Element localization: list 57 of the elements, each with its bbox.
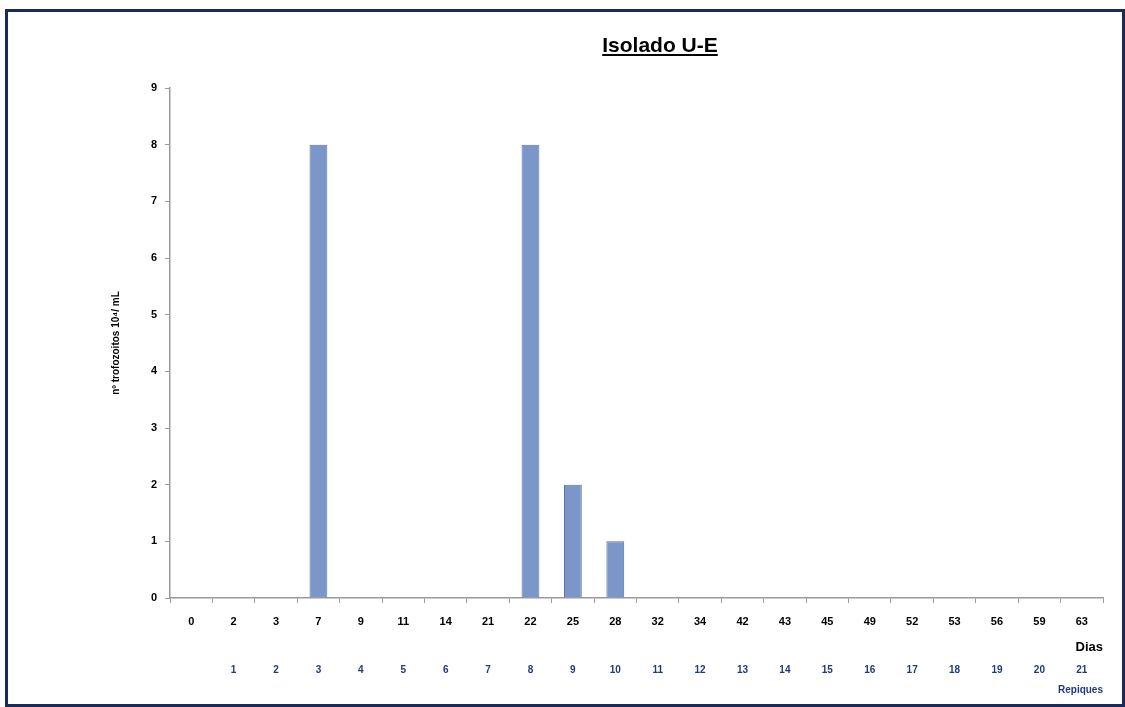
x-tick-label: 14 xyxy=(439,614,453,627)
y-tick-label: 5 xyxy=(150,307,157,320)
x-tick-label: 63 xyxy=(1075,614,1088,627)
x2-tick-label: 9 xyxy=(570,663,577,675)
x-tick-label: 2 xyxy=(230,614,237,627)
x-tick-label: 59 xyxy=(1033,614,1046,627)
x-tick-label: 21 xyxy=(481,614,495,627)
x2-tick-label: 20 xyxy=(1033,663,1046,675)
x-tick-label: 0 xyxy=(188,614,195,627)
x-tick-label: 52 xyxy=(906,614,919,627)
x-tick-label: 22 xyxy=(524,614,537,627)
x-tick-label: 53 xyxy=(948,614,961,627)
x2-tick-label: 5 xyxy=(400,663,407,675)
y-tick-label: 0 xyxy=(150,591,157,604)
x2-tick-label: 6 xyxy=(442,663,449,675)
y-tick-label: 1 xyxy=(150,534,157,547)
y-tick-label: 7 xyxy=(150,194,157,207)
x-tick-label: 25 xyxy=(566,614,580,627)
x-tick-label: 49 xyxy=(863,614,876,627)
x2-tick-label: 21 xyxy=(1076,663,1088,675)
y-tick-label: 3 xyxy=(150,421,157,434)
x2-tick-label: 2 xyxy=(273,663,280,675)
x2-tick-label: 14 xyxy=(779,663,791,675)
x2-tick-label: 15 xyxy=(821,663,834,675)
x-tick-label: 42 xyxy=(736,614,749,627)
x2-tick-label: 4 xyxy=(358,663,365,675)
x-tick-label: 28 xyxy=(609,614,622,627)
x2-tick-label: 8 xyxy=(527,663,534,675)
x-tick-label: 9 xyxy=(357,614,364,627)
x2-tick-label: 1 xyxy=(230,663,237,675)
x-tick-label: 34 xyxy=(693,614,708,627)
x-tick-label: 56 xyxy=(990,614,1004,627)
x2-tick-label: 16 xyxy=(864,663,876,675)
x2-tick-label: 11 xyxy=(652,663,664,675)
x-tick-label: 32 xyxy=(651,614,664,627)
y-tick-label: 2 xyxy=(150,477,157,490)
x-tick-label: 43 xyxy=(778,614,792,627)
x2-tick-label: 3 xyxy=(315,663,322,675)
x2-tick-label: 10 xyxy=(609,663,622,675)
chart-title: Isolado U-E xyxy=(602,33,718,56)
x-tick-label: 3 xyxy=(272,614,280,627)
y-tick-label: 4 xyxy=(150,364,158,377)
x2-tick-label: 12 xyxy=(694,663,707,675)
x-tick-label: 45 xyxy=(821,614,834,627)
x-axis-title: Dias xyxy=(1075,638,1103,654)
x2-tick-label: 19 xyxy=(991,663,1003,675)
x-tick-label: 11 xyxy=(397,614,410,627)
y-axis-title: nº trofozoitos 10⁴/ mL xyxy=(109,291,121,395)
x2-tick-label: 17 xyxy=(906,663,919,675)
y-tick-label: 6 xyxy=(150,251,157,264)
y-tick-label: 8 xyxy=(150,137,157,150)
y-tick-label: 9 xyxy=(150,81,157,94)
x2-tick-label: 7 xyxy=(485,663,492,675)
x2-tick-label: 18 xyxy=(949,663,961,675)
x-tick-label: 7 xyxy=(315,614,322,627)
x2-tick-label: 13 xyxy=(736,663,749,675)
x2-axis-title: Repiques xyxy=(1057,683,1104,695)
